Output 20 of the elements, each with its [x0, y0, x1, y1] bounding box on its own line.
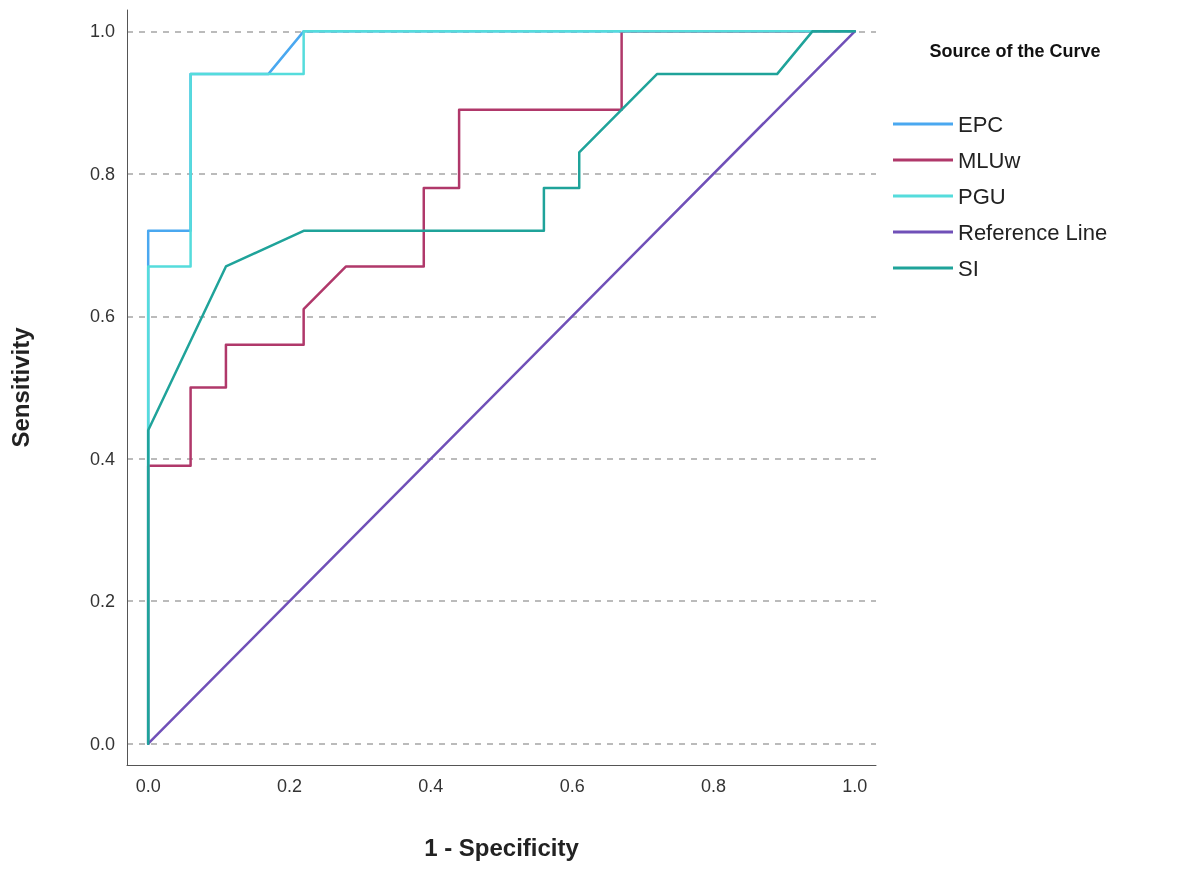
x-tick-label: 0.0 [135, 776, 161, 796]
x-tick-label: 0.2 [277, 776, 303, 796]
legend-label: MLUw [958, 147, 1021, 173]
legend-label: PGU [958, 183, 1006, 209]
y-tick-label: 1.0 [89, 21, 115, 42]
x-tick-label: 0.6 [559, 776, 585, 796]
y-axis-title: Sensitivity [6, 326, 34, 448]
y-tick-label: 0.4 [89, 448, 115, 469]
y-tick-label: 0.0 [89, 733, 115, 754]
y-tick-label: 0.8 [89, 163, 115, 184]
legend-label: Reference Line [958, 219, 1108, 245]
x-tick-label: 1.0 [842, 776, 868, 796]
x-axis-title: 1 - Specificity [424, 833, 580, 861]
legend-title: Source of the Curve [929, 41, 1101, 61]
x-tick-label: 0.4 [418, 776, 444, 796]
legend-label: EPC [958, 111, 1004, 137]
legend-label: SI [958, 255, 979, 281]
y-tick-label: 0.6 [89, 306, 115, 327]
x-tick-label: 0.8 [700, 776, 726, 796]
y-tick-label: 0.2 [89, 591, 115, 612]
